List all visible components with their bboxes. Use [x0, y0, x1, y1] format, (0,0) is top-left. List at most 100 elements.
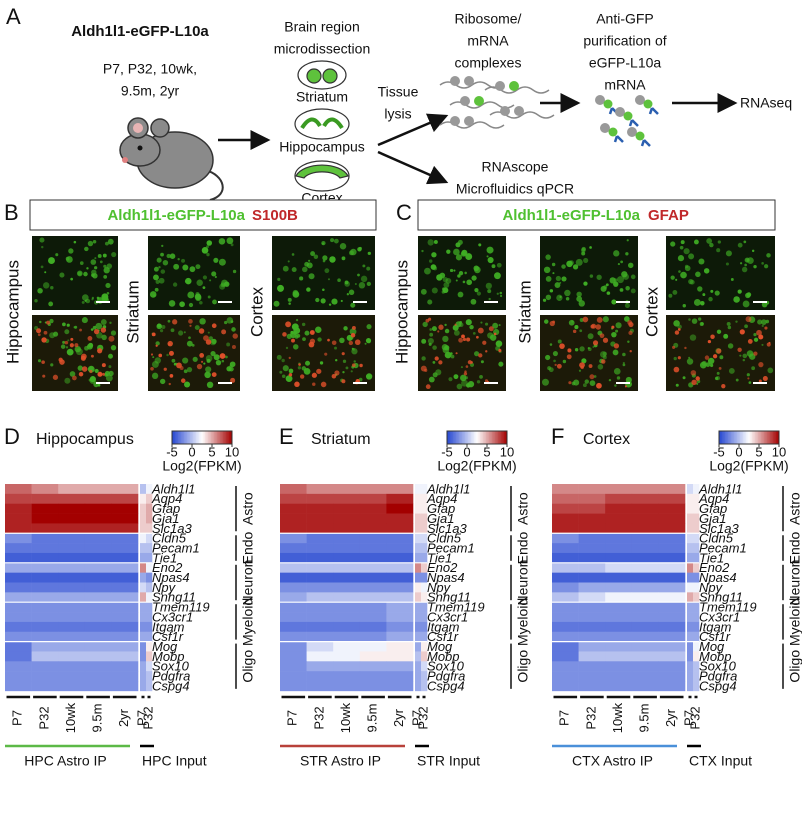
cell-signal: [339, 243, 347, 250]
cell-signal: [465, 365, 469, 368]
heatmap-cell: [658, 572, 686, 583]
cell-signal: [579, 346, 585, 352]
gene-label: Gfap: [152, 501, 180, 516]
heatmap-cell: [605, 503, 633, 514]
purified-complexes: [595, 95, 659, 147]
heatmap-cell: [146, 582, 153, 593]
cell-signal: [183, 331, 186, 334]
cell-signal: [742, 358, 746, 362]
heatmap-cell: [415, 493, 422, 504]
heatmap-cell: [280, 562, 307, 573]
heatmap-cell: [5, 572, 32, 583]
heatmap-cell: [359, 543, 387, 554]
heatmap-cell: [552, 651, 579, 662]
cell-signal: [342, 371, 345, 374]
cell-signal: [341, 379, 346, 384]
cell-signal: [757, 319, 763, 325]
cell-signal: [613, 367, 621, 375]
heatmap-cell: [687, 602, 694, 613]
heatmap-cell: [306, 641, 334, 652]
heatmap-cell: [146, 651, 153, 662]
colorbar-step: [750, 431, 753, 444]
gene-label: Csf1r: [699, 629, 731, 644]
colorbar-step: [737, 431, 739, 444]
colorbar-step: [200, 431, 203, 444]
cell-signal: [743, 240, 747, 244]
cell-signal: [596, 316, 603, 323]
cell-signal: [456, 383, 463, 390]
reporter-label: Aldh1l1-eGFP-L10a: [107, 207, 245, 224]
cell-signal: [76, 270, 83, 277]
heatmap-cell: [421, 484, 428, 495]
gene-group-label: Astro: [515, 492, 531, 525]
heatmap-cell: [140, 612, 147, 623]
cell-signal: [629, 350, 632, 353]
colorbar-step: [181, 431, 183, 444]
heatmap-cell: [386, 562, 414, 573]
cell-signal: [159, 378, 166, 385]
cell-signal: [761, 343, 764, 346]
cell-signal: [74, 345, 81, 353]
heatmap-cell: [31, 582, 59, 593]
cell-signal: [474, 288, 479, 293]
gene-label: Tmem119: [152, 600, 210, 615]
cell-signal: [683, 248, 690, 255]
heatmap-cell: [605, 671, 633, 682]
colorbar-step: [765, 431, 768, 444]
cell-signal: [337, 278, 341, 283]
cell-signal: [77, 365, 83, 371]
heatmap-cell: [333, 582, 361, 593]
cell-signal: [73, 326, 76, 329]
heatmap-cell: [31, 621, 59, 633]
cell-signal: [232, 333, 238, 339]
cell-signal: [492, 322, 499, 329]
cell-signal: [100, 319, 107, 325]
cell-signal: [680, 240, 685, 245]
heatmap-cell: [333, 661, 361, 672]
cell-signal: [712, 354, 718, 359]
heatmap-cell: [693, 661, 700, 672]
heatmap-cell: [693, 681, 700, 692]
gene-label: Cspg4: [699, 678, 737, 693]
heatmap-cell: [31, 503, 59, 514]
heatmap-cell: [306, 572, 334, 583]
colorbar-step: [487, 431, 490, 444]
cell-signal: [218, 258, 226, 266]
heatmap-cell: [140, 671, 147, 682]
cell-signal: [351, 363, 356, 368]
heatmap-cell: [5, 503, 32, 514]
cell-signal: [466, 279, 473, 286]
heatmap-cell: [693, 552, 700, 564]
cell-signal: [675, 383, 679, 387]
mouse-icon: [119, 117, 224, 201]
heatmap-cell: [386, 523, 414, 534]
region-label: Striatum: [515, 280, 534, 343]
cell-signal: [710, 289, 714, 293]
gene-label: Aqp4: [426, 491, 457, 506]
cell-signal: [627, 340, 630, 343]
heatmap-cell: [111, 592, 139, 603]
cell-signal: [438, 360, 443, 365]
cell-signal: [682, 304, 686, 308]
cell-signal: [466, 337, 471, 342]
panel-letter: B: [4, 200, 19, 225]
cell-signal: [59, 359, 65, 365]
gene-label: Pecam1: [152, 540, 200, 555]
heatmap-cell: [552, 602, 579, 613]
gene-group-label: Myeloid: [515, 598, 531, 646]
heatmap-cell: [359, 513, 387, 524]
heatmap-cell: [552, 671, 579, 682]
column-label: P7: [557, 710, 572, 726]
heatmap-cell: [31, 493, 59, 504]
heatmap-cell: [58, 484, 86, 495]
cell-signal: [331, 298, 338, 305]
heatmap-cell: [31, 562, 59, 573]
heatmap-cell: [687, 513, 694, 524]
heatmap-cell: [687, 661, 694, 672]
colorbar-step: [771, 431, 774, 444]
heatmap-cell: [359, 661, 387, 672]
cell-signal: [595, 324, 602, 330]
heatmap-cell: [58, 562, 86, 573]
heatmap-cell: [552, 484, 579, 495]
